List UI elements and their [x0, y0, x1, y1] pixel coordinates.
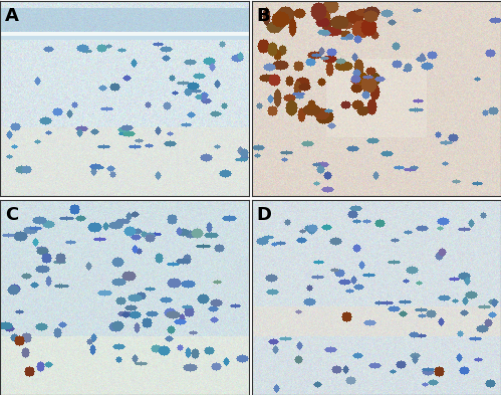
Text: D: D [257, 206, 272, 224]
Text: C: C [5, 206, 18, 224]
Text: A: A [5, 7, 19, 24]
Text: B: B [257, 7, 270, 24]
